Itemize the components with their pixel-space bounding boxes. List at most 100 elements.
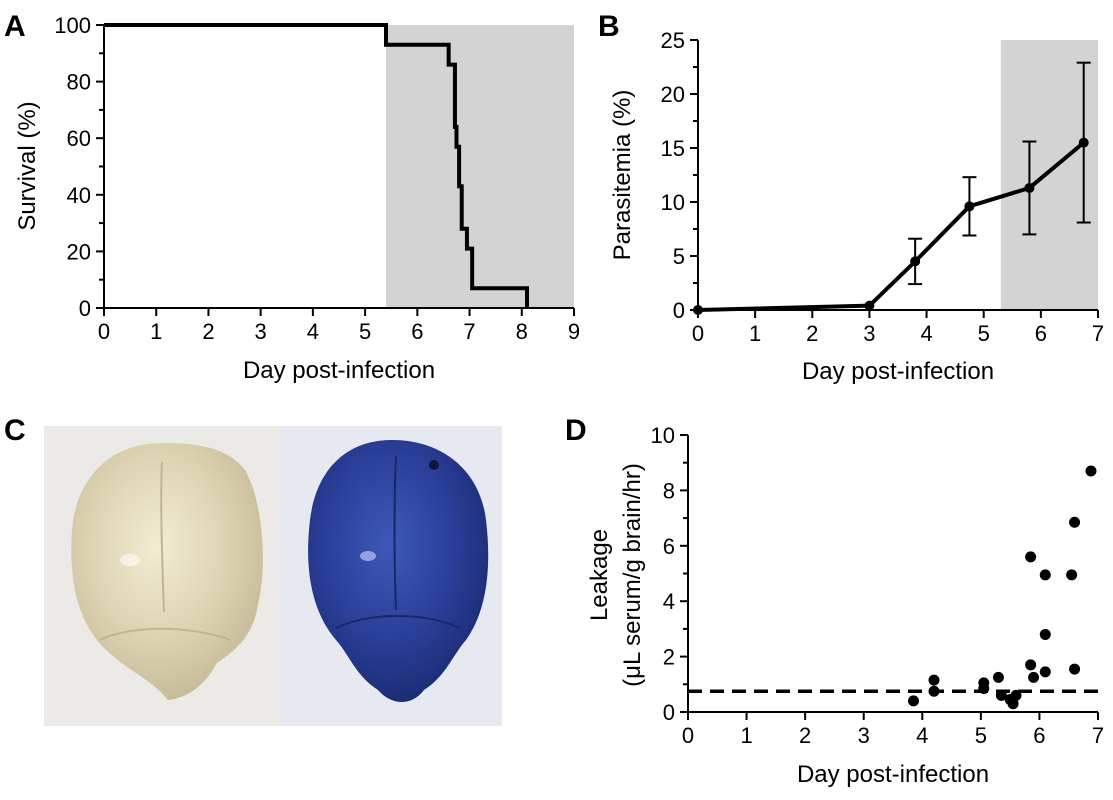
brain-stained: [308, 440, 489, 702]
y-tick-label: 25: [661, 28, 685, 53]
panel-c-letter: C: [4, 414, 26, 447]
data-point: [910, 256, 921, 267]
panel-b-x-label: Day post-infection: [802, 358, 994, 385]
y-tick-label: 8: [663, 478, 675, 503]
y-tick-label: 0: [673, 298, 685, 323]
x-tick-label: 4: [916, 723, 928, 748]
x-tick-label: 3: [863, 321, 875, 346]
x-tick-label: 6: [1033, 723, 1045, 748]
x-tick-label: 0: [692, 321, 704, 346]
data-point: [864, 300, 875, 311]
panel-c: C: [4, 414, 502, 726]
brain-midline-right: [393, 455, 397, 611]
x-tick-label: 6: [1035, 321, 1047, 346]
panel-d-x-ticks: 0 1 2 3 4 5 6 7: [682, 712, 1104, 748]
brain-highlight-left: [120, 554, 140, 566]
x-tick-label: 8: [516, 319, 528, 344]
data-point: [964, 201, 975, 212]
x-tick-label: 4: [920, 321, 932, 346]
data-point: [1039, 628, 1051, 640]
x-tick-label: 2: [799, 723, 811, 748]
y-tick-label: 5: [673, 244, 685, 269]
panel-b-x-ticks: 0 1 2 3 4 5 6 7: [692, 310, 1104, 346]
x-tick-label: 1: [749, 321, 761, 346]
x-tick-label: 7: [1092, 321, 1104, 346]
y-tick-label: 0: [79, 296, 91, 321]
panel-a-x-ticks: 0 1 2 3 4 5 6 7 8 9: [98, 308, 580, 344]
y-tick-label: 20: [67, 239, 91, 264]
panel-a-shaded-region: [386, 25, 574, 308]
brain-highlight-right: [360, 551, 376, 561]
panel-b-shaded-region: [1000, 40, 1098, 310]
data-point: [1010, 689, 1022, 701]
data-point: [1078, 137, 1089, 148]
data-point: [928, 674, 940, 686]
data-point: [1028, 671, 1040, 683]
data-point: [992, 671, 1004, 683]
x-tick-label: 2: [806, 321, 818, 346]
x-tick-label: 1: [740, 723, 752, 748]
y-tick-label: 10: [661, 190, 685, 215]
panel-d: D 0 1 2 3 4 5 6 7 0 2 4 6 8 10 Day post-infection Le…: [565, 414, 1104, 788]
y-tick-label: 0: [663, 700, 675, 725]
brain-midline-left: [160, 461, 165, 613]
data-point: [1085, 465, 1097, 477]
y-tick-label: 80: [67, 70, 91, 95]
x-tick-label: 5: [978, 321, 990, 346]
brain-photo-evans-blue: [280, 426, 502, 726]
y-tick-label: 6: [663, 534, 675, 559]
data-point: [1066, 569, 1078, 581]
panel-b-y-ticks: 0 5 10 15 20 25: [661, 28, 698, 323]
x-tick-label: 0: [98, 319, 110, 344]
x-tick-label: 5: [975, 723, 987, 748]
x-tick-label: 9: [568, 319, 580, 344]
x-tick-label: 4: [307, 319, 319, 344]
y-tick-label: 100: [54, 13, 91, 38]
data-point: [1025, 659, 1037, 671]
panel-a-letter: A: [4, 10, 26, 43]
data-point: [978, 682, 990, 694]
panel-a-y-label: Survival (%): [14, 101, 41, 230]
x-tick-label: 6: [411, 319, 423, 344]
panel-d-y-label-line1: Leakage: [586, 529, 613, 621]
y-tick-label: 20: [661, 82, 685, 107]
panel-b-marks: [693, 61, 1091, 315]
panel-d-y-ticks: 0 2 4 6 8 10: [651, 423, 688, 725]
data-point: [1025, 551, 1037, 563]
y-tick-label: 40: [67, 183, 91, 208]
y-tick-label: 15: [661, 136, 685, 161]
y-tick-label: 2: [663, 645, 675, 670]
x-tick-label: 7: [463, 319, 475, 344]
data-point: [1039, 666, 1051, 678]
data-point: [995, 689, 1007, 701]
data-point: [928, 685, 940, 697]
y-tick-label: 4: [663, 589, 675, 614]
x-tick-label: 5: [359, 319, 371, 344]
x-tick-label: 7: [1092, 723, 1104, 748]
brain-photo-control: [44, 426, 280, 726]
brain-cerebellum-line-right: [335, 615, 461, 629]
x-tick-label: 1: [150, 319, 162, 344]
panel-b-y-label: Parasitemia (%): [609, 90, 636, 261]
panel-a: A 0 1 2 3 4 5 6 7 8 9 0 20 40 60 80 100 Day post-infec…: [4, 10, 580, 384]
panel-d-y-label-line2: (μL serum/g brain/hr): [619, 463, 646, 687]
data-point: [1007, 698, 1019, 710]
brain-cerebellum-line-left: [99, 627, 231, 641]
x-tick-label: 3: [858, 723, 870, 748]
panel-a-y-ticks: 0 20 40 60 80 100: [54, 13, 104, 321]
panel-d-x-label: Day post-infection: [797, 761, 989, 788]
data-point: [1024, 182, 1035, 193]
x-tick-label: 3: [255, 319, 267, 344]
x-tick-label: 0: [682, 723, 694, 748]
brain-dark-spot: [429, 460, 439, 470]
data-point: [1069, 516, 1081, 528]
data-point: [908, 695, 919, 707]
x-tick-label: 2: [202, 319, 214, 344]
panel-a-x-label: Day post-infection: [243, 357, 435, 384]
y-tick-label: 60: [67, 126, 91, 151]
y-tick-label: 10: [651, 423, 675, 448]
panel-b-letter: B: [598, 10, 620, 43]
data-point: [1039, 569, 1051, 581]
panel-b: B 0 1 2 3 4 5 6 7 0 5 10 15 20 25 Day post-infection…: [598, 10, 1104, 385]
